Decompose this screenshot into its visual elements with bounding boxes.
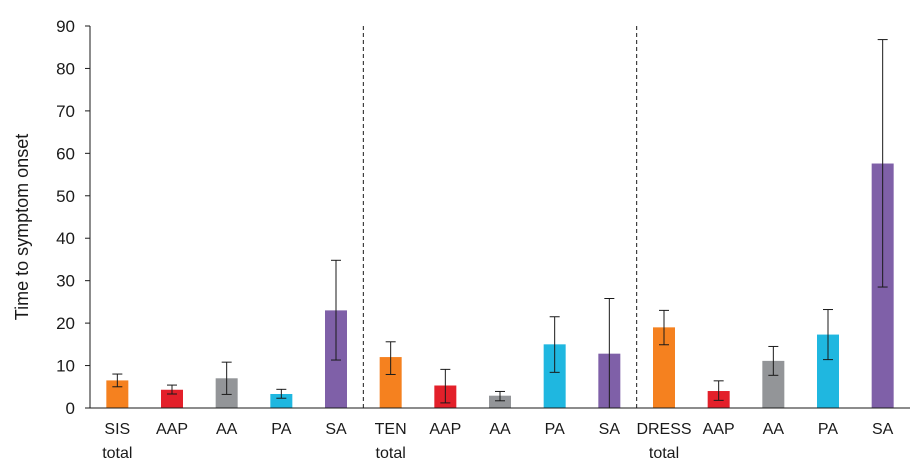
category-label: SA	[325, 421, 347, 438]
bar	[489, 395, 511, 408]
category-label-total: total	[376, 445, 406, 461]
y-tick-label: 70	[56, 102, 75, 121]
category-label: SA	[599, 421, 621, 438]
category-label: SA	[872, 421, 894, 438]
y-tick-label: 60	[56, 144, 75, 163]
y-tick-label: 10	[56, 357, 75, 376]
category-label: PA	[818, 421, 838, 438]
category-label-total: total	[102, 445, 132, 461]
bar	[270, 393, 293, 408]
category-label: SIS	[104, 421, 130, 438]
error-bars-layer	[112, 39, 888, 409]
bars-layer	[106, 163, 894, 408]
y-tick-label: 0	[66, 399, 75, 418]
category-label: AA	[216, 421, 238, 438]
category-label: AA	[763, 421, 785, 438]
bar	[543, 344, 566, 408]
y-tick-label: 80	[56, 59, 75, 78]
category-label: TEN	[375, 421, 407, 438]
bar	[379, 357, 402, 408]
bar	[653, 327, 675, 408]
bar	[762, 360, 785, 408]
y-axis-ticks: 0 10 20 30 40 50 60 70 80 90	[56, 17, 90, 418]
y-tick-label: 30	[56, 272, 75, 291]
bar	[106, 380, 129, 408]
category-label: PA	[545, 421, 565, 438]
category-label: PA	[271, 421, 291, 438]
category-label: AAP	[429, 421, 461, 438]
y-tick-label: 90	[56, 17, 75, 36]
group-separators	[362, 26, 638, 408]
y-axis-title: Time to symptom onset	[12, 134, 32, 320]
bar	[161, 389, 183, 408]
category-label: AAP	[156, 421, 188, 438]
category-label-total: total	[649, 445, 679, 461]
y-tick-label: 50	[56, 187, 75, 206]
category-label: DRESS	[636, 421, 691, 438]
category-label: AA	[489, 421, 511, 438]
bar	[817, 334, 839, 408]
y-tick-label: 20	[56, 314, 75, 333]
x-axis-labels: SIS total AAP AA PA SA TEN total AAP AA PA SA DRESS t…	[102, 421, 893, 461]
y-tick-label: 40	[56, 229, 75, 248]
category-label: AAP	[703, 421, 735, 438]
